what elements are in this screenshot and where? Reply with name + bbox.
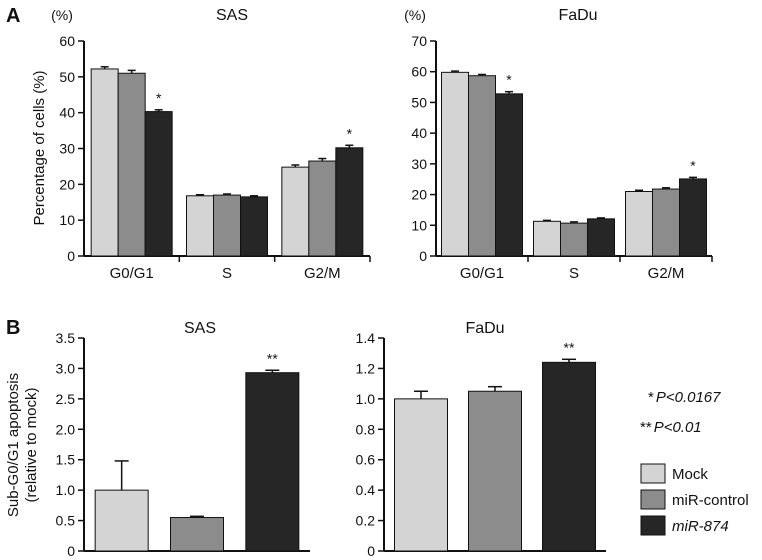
chart-sas-apoptosis: SAS Sub-G0/G1 apoptosis (relative to moc… [5,320,310,559]
bar-mock-g0-g1 [90,68,119,257]
y-tick-label: 3.5 [56,330,76,346]
chart-title: FaDu [465,320,504,337]
y-axis-label-line1: Sub-G0/G1 apoptosis [5,373,22,517]
legend-swatch-mir-874 [640,515,666,536]
y-tick-label: 0.6 [356,452,376,468]
y-tick-label: 0 [419,248,427,264]
bar-mir-control-s [560,222,588,257]
bar-mir-control-g0-g1 [117,72,146,257]
y-tick-label: 0 [67,248,75,264]
chart-sas-cell-cycle: (%) SAS Percentage of cells (%) 0 10 20 30 4… [31,7,371,282]
bar-mir-874-s [240,196,268,257]
y-tick-label: 2.0 [56,421,76,437]
y-tick-label: 0.8 [356,421,376,437]
legend: Mock miR-control miR-874 [640,463,749,536]
y-tick-label: 3.0 [56,360,76,376]
significance-marker: * [347,125,353,141]
bar-mir-874 [542,361,596,552]
legend-swatch-mock [640,463,666,484]
x-tick-label: S [222,265,232,282]
y-axis-label: Percentage of cells (%) [31,70,48,225]
legend-label-mock: Mock [672,466,708,483]
y-tick-label: 1.5 [56,452,76,468]
bar-mir-874-g0-g1 [144,111,173,257]
legend-swatch-mir-control [640,489,666,510]
panel-label-b: B [6,317,20,339]
y-tick-label: 1.0 [56,482,76,498]
panel-label-a: A [6,5,20,27]
x-tick-label: G0/G1 [460,265,504,282]
x-tick-label: G2/M [304,265,341,282]
bar-mock-s [186,195,214,257]
y-tick-label: 30 [411,156,427,172]
y-tick-label: 0.4 [356,482,376,498]
x-tick-label: G0/G1 [110,265,154,282]
bar-mock-s [533,220,561,257]
significance-marker: ** [267,350,278,366]
bar-mir-874 [245,372,300,552]
chart-title: FaDu [558,7,597,24]
y-tick-label: 0.5 [56,513,76,529]
y-tick-label: 2.5 [56,391,76,407]
y-tick-label: 30 [59,141,75,157]
chart-title: SAS [216,7,248,24]
x-tick-label: G2/M [648,265,685,282]
bar-mock-g2-m [625,191,653,257]
bar-mir-874-s [587,218,615,257]
y-tick-label: 0 [67,543,75,559]
significance-notes: * P<0.0167 ** P<0.01 [640,389,721,436]
y-tick-label: 40 [59,105,75,121]
significance-marker: * [506,72,512,88]
significance-marker: ** [564,339,575,355]
y-tick-label: 10 [411,217,427,233]
significance-marker: * [156,90,162,106]
bar-mir-control-g2-m [652,188,680,257]
y-tick-label: 0.2 [356,513,376,529]
chart-title: SAS [184,320,216,337]
y-tick-label: 10 [59,212,75,228]
significance-note-1: * P<0.0167 [648,389,721,406]
bar-mock [394,398,448,552]
chart-fadu-apoptosis: FaDu 0 0.2 0.4 0.6 0.8 1.0 1.2 1.4 ** [356,320,606,559]
legend-label-mir-874: miR-874 [672,518,729,535]
y-tick-label: 1.0 [356,391,376,407]
note-stars: * [648,389,654,406]
y-tick-label: 20 [411,187,427,203]
y-tick-label: 50 [411,94,427,110]
bar-mock [94,489,149,552]
y-tick-label: 20 [59,176,75,192]
bar-mir-control [170,517,224,552]
y-tick-label: 40 [411,125,427,141]
legend-label-mir-control: miR-control [672,492,749,509]
bar-mir-control-s [213,194,241,257]
x-tick-label: S [569,265,579,282]
bar-mir-874-g2-m [335,147,364,257]
bar-mock-g0-g1 [441,71,469,257]
y-tick-label: 60 [59,33,75,49]
significance-note-2: ** P<0.01 [640,419,702,436]
note-text: P<0.01 [654,419,702,436]
y-tick-label: 1.2 [356,360,376,376]
y-tick-label: 50 [59,69,75,85]
y-tick-label: 70 [411,33,427,49]
bar-mir-874-g0-g1 [495,93,523,257]
bar-mock-g2-m [281,166,310,257]
note-stars: ** [640,419,652,436]
bar-mir-control [468,390,522,552]
y-tick-label: 0 [367,543,375,559]
bar-mir-control-g2-m [308,160,337,257]
unit-label: (%) [51,7,73,23]
note-text: P<0.0167 [656,389,721,406]
y-tick-label: 60 [411,64,427,80]
significance-marker: * [690,157,696,173]
unit-label: (%) [404,7,426,23]
chart-fadu-cell-cycle: (%) FaDu 0 10 20 30 40 50 60 70 G0/G1 * S G2/M * [404,7,713,282]
y-tick-label: 1.4 [356,330,376,346]
bar-mir-874-g2-m [679,178,707,257]
bar-mir-control-g0-g1 [468,75,496,257]
y-axis-label-line2: (relative to mock) [23,387,40,502]
